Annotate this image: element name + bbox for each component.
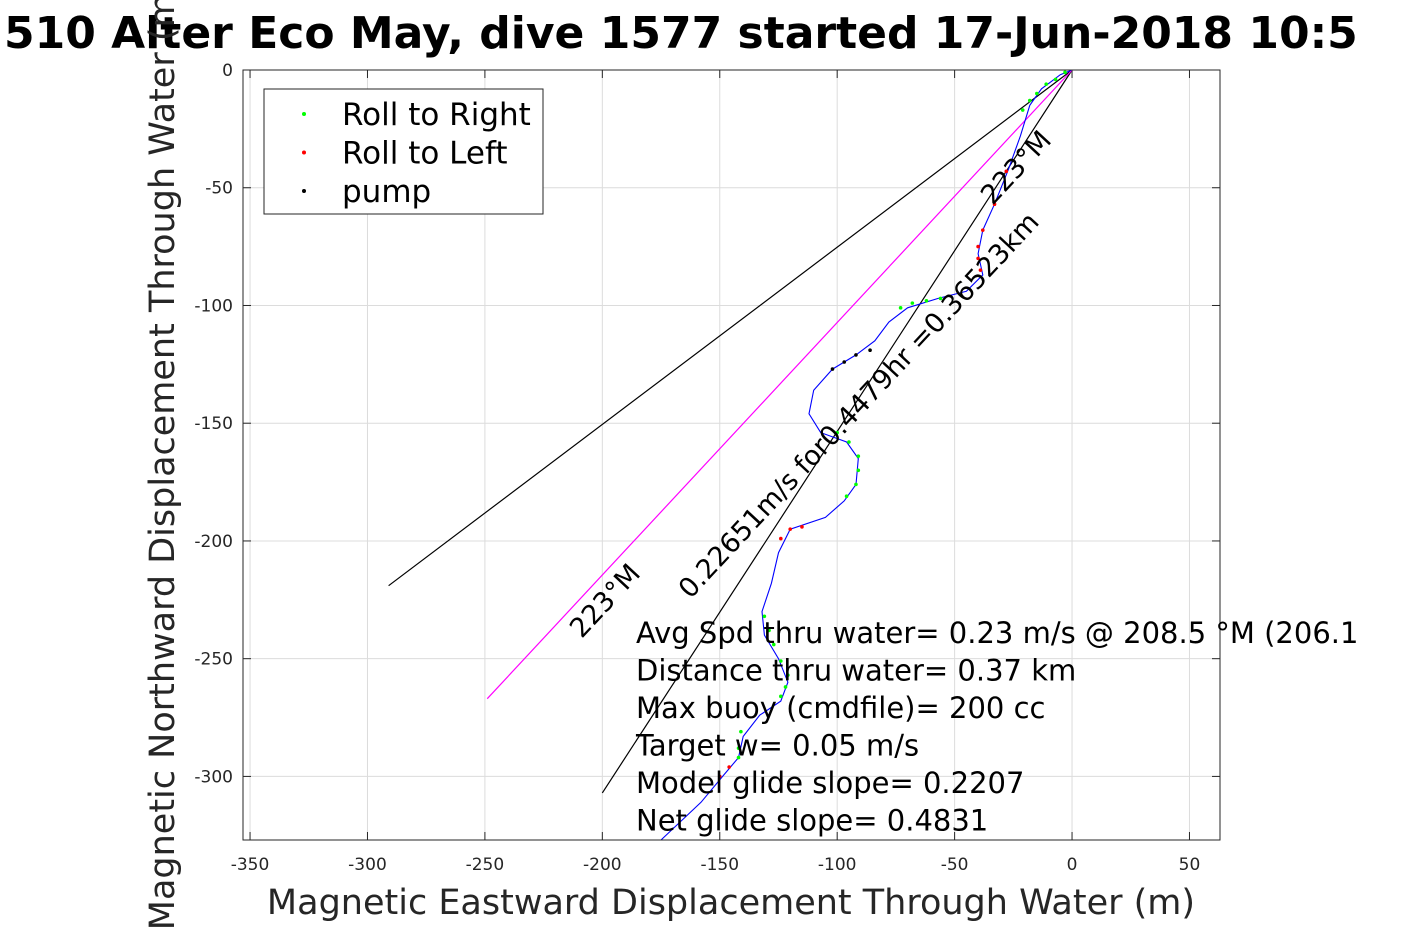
legend-label: Roll to Right (342, 97, 531, 133)
roll-right-point (856, 468, 861, 473)
x-tick-labels: -350 -300 -250 -200 -150 -100 -50 0 50 (231, 855, 1201, 875)
dive-track-line (660, 69, 1073, 841)
summary-line: Model glide slope= 0.2207 (636, 766, 1024, 800)
pump-point (868, 348, 872, 353)
line-mean (486, 69, 1073, 700)
roll-left-point (717, 774, 722, 779)
x-tick-label: -150 (700, 855, 739, 875)
roll-left-point (1004, 169, 1009, 174)
y-tick-labels: 0 -50 -100 -150 -200 -250 -300 (194, 61, 233, 787)
roll-right-point (779, 694, 783, 699)
x-tick-label: 0 (1067, 855, 1078, 875)
legend-label: pump (342, 174, 431, 210)
pump-point (842, 360, 847, 364)
y-axis-label: Magnetic Northward Displacement Through … (143, 0, 183, 930)
pump-point (854, 353, 858, 357)
roll-right-point (1044, 82, 1049, 86)
y-tick-label: -300 (194, 767, 233, 787)
y-tick-label: -250 (194, 650, 233, 670)
summary-annotations: Avg Spd thru water= 0.23 m/s @ 208.5 °M … (635, 616, 1358, 838)
roll-right-point (762, 614, 767, 619)
roll-right-point (783, 685, 788, 689)
x-axis-label: Magnetic Eastward Displacement Through W… (267, 883, 1195, 923)
track-lines (660, 69, 1073, 841)
x-tick-label: -250 (466, 855, 505, 875)
axes-frame (242, 69, 1221, 841)
roll-right-point (767, 628, 771, 633)
roll-right-point (786, 673, 790, 677)
roll-right-point (736, 746, 741, 750)
roll-left-point (978, 268, 983, 272)
axis-ticks (243, 69, 1220, 840)
legend-label: Roll to Left (342, 136, 508, 172)
roll-left-point (980, 228, 985, 232)
summary-line: Net glide slope= 0.4831 (636, 804, 988, 838)
x-tick-label: -200 (583, 855, 622, 875)
line-upper (388, 69, 1073, 587)
x-tick-label: -350 (231, 855, 270, 875)
roll-right-point (1063, 70, 1067, 75)
legend-marker (302, 150, 306, 155)
y-tick-label: 0 (222, 61, 233, 81)
roll-right-point (898, 306, 903, 310)
roll-right-point (771, 642, 776, 647)
roll-right-point (736, 755, 741, 760)
roll-right-point (835, 430, 839, 435)
roll-right-point (854, 482, 858, 487)
roll-right-point (844, 494, 849, 499)
roll-left-point (727, 765, 731, 769)
legend-marker (302, 112, 306, 116)
summary-line: Max buoy (cmdfile)= 200 cc (636, 691, 1045, 725)
x-tick-label: -100 (818, 855, 857, 875)
summary-line: Target w= 0.05 m/s (635, 729, 919, 763)
y-tick-label: -50 (205, 179, 233, 199)
roll-left-point (976, 244, 980, 249)
roll-left-point (788, 527, 793, 531)
roll-markers (717, 70, 1067, 779)
roll-right-point (856, 454, 861, 458)
roll-right-point (1020, 108, 1025, 112)
roll-left-point (976, 256, 980, 261)
roll-right-point (1027, 98, 1032, 103)
x-tick-label: -50 (941, 855, 969, 875)
roll-right-point (1035, 91, 1039, 96)
roll-right-point (739, 729, 743, 734)
roll-left-point (992, 202, 997, 207)
summary-line: Distance thru water= 0.37 km (636, 654, 1076, 688)
y-tick-label: -150 (194, 414, 233, 434)
roll-left-point (779, 536, 783, 541)
y-tick-label: -200 (194, 532, 233, 552)
legend-box (263, 88, 544, 215)
y-tick-label: -100 (194, 296, 233, 316)
grid (243, 69, 1220, 840)
roll-right-point (1053, 77, 1058, 82)
roll-right-point (924, 298, 929, 303)
summary-line: Avg Spd thru water= 0.23 m/s @ 208.5 °M … (636, 616, 1358, 650)
roll-right-point (938, 296, 943, 301)
roll-right-point (910, 301, 915, 305)
roll-left-point (800, 525, 804, 529)
roll-right-point (779, 659, 783, 663)
roll-right-point (847, 440, 851, 444)
pump-point (830, 367, 835, 371)
legend-marker (302, 189, 306, 193)
chart-title: 510 Alter Eco May, dive 1577 started 17-… (4, 8, 1358, 59)
x-tick-label: -300 (348, 855, 387, 875)
x-tick-label: 50 (1179, 855, 1201, 875)
